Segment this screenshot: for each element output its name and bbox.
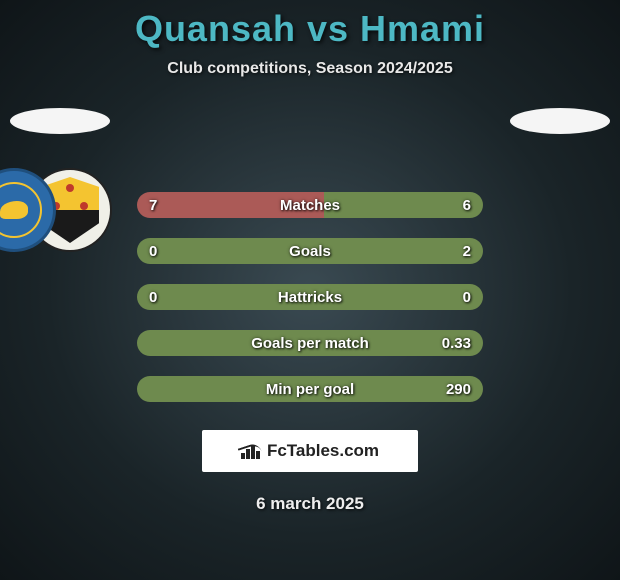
stat-value-right: 2 bbox=[463, 243, 471, 260]
chart-icon bbox=[241, 443, 261, 459]
bird-icon bbox=[0, 201, 28, 219]
stat-label: Goals bbox=[137, 243, 483, 260]
stat-row: Goals per match0.33 bbox=[137, 330, 483, 356]
stat-label: Matches bbox=[137, 197, 483, 214]
stat-row: Min per goal290 bbox=[137, 376, 483, 402]
date-label: 6 march 2025 bbox=[0, 494, 620, 514]
header: Quansah vs Hmami Club competitions, Seas… bbox=[0, 0, 620, 78]
stat-row: 0Hattricks0 bbox=[137, 284, 483, 310]
stat-row: 0Goals2 bbox=[137, 238, 483, 264]
stat-label: Min per goal bbox=[137, 381, 483, 398]
stat-rows: 7Matches60Goals20Hattricks0Goals per mat… bbox=[137, 192, 483, 402]
stat-row: 7Matches6 bbox=[137, 192, 483, 218]
stat-value-right: 0 bbox=[463, 289, 471, 306]
page-title: Quansah vs Hmami bbox=[0, 8, 620, 50]
player-photo-left bbox=[10, 108, 110, 134]
stat-label: Goals per match bbox=[137, 335, 483, 352]
stat-value-right: 6 bbox=[463, 197, 471, 214]
stat-value-right: 290 bbox=[446, 381, 471, 398]
stat-value-right: 0.33 bbox=[442, 335, 471, 352]
stat-label: Hattricks bbox=[137, 289, 483, 306]
watermark: FcTables.com bbox=[202, 430, 418, 472]
player-photo-right bbox=[510, 108, 610, 134]
watermark-text: FcTables.com bbox=[267, 441, 379, 461]
comparison-panel: 7Matches60Goals20Hattricks0Goals per mat… bbox=[0, 108, 620, 514]
page-subtitle: Club competitions, Season 2024/2025 bbox=[0, 60, 620, 78]
